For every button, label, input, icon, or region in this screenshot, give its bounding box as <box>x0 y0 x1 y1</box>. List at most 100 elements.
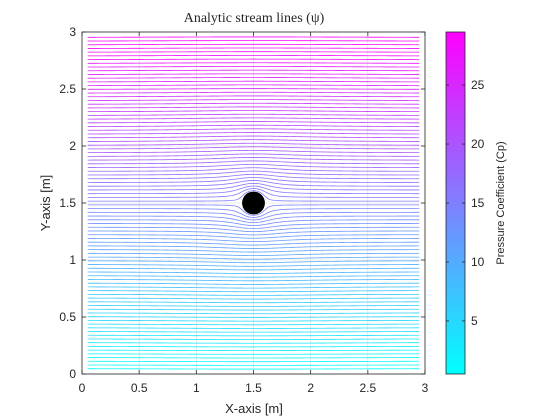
streamlines <box>87 36 420 370</box>
streamline <box>87 323 420 326</box>
colorbar-ticks: 5 10 15 20 25 <box>446 78 485 328</box>
streamline <box>87 180 420 187</box>
streamline <box>87 132 420 135</box>
streamline <box>87 319 420 322</box>
x-tick-label: 1 <box>193 381 200 395</box>
streamline <box>87 84 420 87</box>
streamline <box>87 297 420 300</box>
colorbar-tick-label: 10 <box>471 255 485 269</box>
streamline <box>87 331 420 333</box>
streamline <box>87 249 420 253</box>
streamline <box>87 342 420 344</box>
streamline <box>87 99 420 101</box>
streamline <box>87 146 420 150</box>
streamline <box>87 69 420 72</box>
streamline <box>87 163 420 168</box>
colorbar-tick-label: 25 <box>471 78 485 92</box>
streamline <box>87 124 420 127</box>
streamline <box>87 234 420 239</box>
streamline <box>87 157 420 161</box>
streamline <box>87 160 420 165</box>
y-tick-label: 1 <box>69 253 76 267</box>
streamline <box>87 102 420 105</box>
streamline <box>87 264 420 267</box>
streamline <box>87 271 420 274</box>
x-tick-label: 3 <box>422 381 429 395</box>
streamline <box>87 177 420 183</box>
streamline <box>87 301 420 304</box>
axes-ticks: 0 0.5 1 1.5 2 2.5 3 0 0.5 1 1.5 2 2.5 3 <box>59 25 428 395</box>
x-tick-label: 0 <box>79 381 86 395</box>
y-tick-label: 1.5 <box>59 196 76 210</box>
streamline <box>87 88 420 90</box>
streamline <box>87 117 420 120</box>
streamline <box>87 121 420 124</box>
streamline <box>87 245 420 249</box>
streamline <box>87 260 420 264</box>
streamline <box>87 170 420 176</box>
streamline <box>87 334 420 337</box>
streamline <box>87 252 420 257</box>
streamline <box>87 135 420 139</box>
x-tick-label: 2.5 <box>359 381 376 395</box>
streamline <box>87 128 420 131</box>
cylinder <box>242 191 265 215</box>
streamline <box>87 241 420 246</box>
colorbar-tick-label: 15 <box>471 196 485 210</box>
streamline <box>87 188 420 198</box>
streamline <box>87 223 420 229</box>
y-axis-label: Y-axis [m] <box>38 175 53 232</box>
streamline <box>87 80 420 83</box>
y-tick-label: 0 <box>69 367 76 381</box>
streamline <box>87 62 420 64</box>
streamline <box>87 215 420 224</box>
colorbar-label: Pressure Coefficient (Cp) <box>495 141 507 264</box>
streamline <box>87 153 420 157</box>
streamline <box>87 211 420 221</box>
streamline <box>87 149 420 154</box>
streamline <box>87 230 420 236</box>
streamline <box>87 327 420 329</box>
colorbar-tick-label: 5 <box>471 314 478 328</box>
y-tick-label: 0.5 <box>59 310 76 324</box>
x-tick-label: 1.5 <box>245 381 262 395</box>
streamline <box>87 113 420 116</box>
chart-title: Analytic stream lines (ψ) <box>184 11 325 26</box>
streamline <box>87 58 420 60</box>
streamline <box>87 316 420 318</box>
streamline <box>87 142 420 146</box>
x-tick-label: 0.5 <box>131 381 148 395</box>
streamline <box>87 345 420 348</box>
streamline <box>87 167 420 172</box>
streamline <box>87 185 420 195</box>
y-tick-label: 2.5 <box>59 82 76 96</box>
streamline <box>87 290 420 293</box>
streamline <box>87 305 420 307</box>
streamline <box>87 110 420 113</box>
streamline <box>87 106 420 109</box>
streamline <box>87 238 420 243</box>
y-tick-label: 2 <box>69 139 76 153</box>
streamline <box>87 95 420 98</box>
streamline <box>87 338 420 340</box>
streamline <box>87 275 420 278</box>
streamline <box>87 66 420 68</box>
streamline <box>87 312 420 315</box>
streamline <box>87 279 420 282</box>
streamline <box>87 282 420 285</box>
streamline <box>87 308 420 311</box>
streamline <box>87 73 420 75</box>
x-axis-label: X-axis [m] <box>225 401 283 416</box>
streamline <box>87 91 420 94</box>
streamline <box>87 208 420 218</box>
streamline <box>87 173 420 180</box>
streamline <box>87 267 420 271</box>
x-tick-label: 2 <box>307 381 314 395</box>
streamline <box>87 139 420 142</box>
streamline <box>87 182 420 191</box>
streamline <box>87 286 420 289</box>
streamline <box>87 190 420 202</box>
streamline <box>87 204 420 216</box>
